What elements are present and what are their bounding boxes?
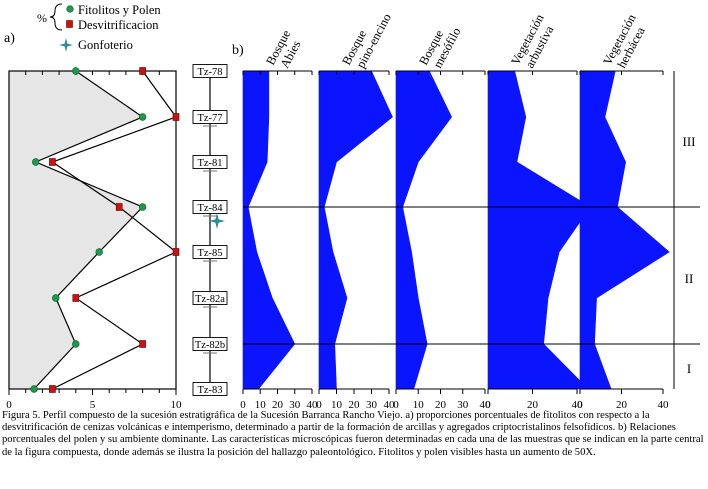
area-tick-label: 40 xyxy=(480,399,492,411)
legend-marker-desvitrificacion xyxy=(66,20,73,28)
fitolitos-area xyxy=(9,71,143,389)
fitolitos-point xyxy=(138,203,147,211)
area-tick-label: 10 xyxy=(255,399,267,411)
area-2 xyxy=(318,70,393,390)
sample-box xyxy=(192,64,228,78)
desvitrificacion-point xyxy=(172,113,180,121)
legend-marker-gonfoterio xyxy=(59,38,73,52)
area-tick-label: 0 xyxy=(577,399,583,411)
desvitrificacion-point xyxy=(139,340,146,348)
desvitrificacion-line xyxy=(51,70,178,390)
area-tick-label: 40 xyxy=(572,399,584,411)
fitolitos-point xyxy=(72,67,80,75)
area-tick-label: 20 xyxy=(272,399,284,411)
sample-label: Tz-81 xyxy=(197,158,222,169)
area-1 xyxy=(242,70,296,390)
zone-label: I xyxy=(687,361,691,376)
sample-label: Tz-77 xyxy=(197,113,222,124)
legend-brace xyxy=(49,3,63,31)
fitolitos-point xyxy=(52,294,60,302)
area-tick-label: 40 xyxy=(384,399,396,411)
sample-box xyxy=(192,110,228,124)
desvitrificacion-point xyxy=(139,67,146,75)
desvitrificacion-point xyxy=(49,385,56,393)
area-tick-label: 30 xyxy=(289,399,301,411)
fitolitos-point xyxy=(30,385,38,393)
fitolitos-point xyxy=(95,248,103,256)
fitolitos-point xyxy=(72,340,80,348)
desvitrificacion-point xyxy=(72,294,80,302)
sample-box xyxy=(192,291,228,305)
sample-label: Tz-85 xyxy=(197,248,222,259)
panel-a-label: a) xyxy=(4,31,15,46)
area-tick-label: 20 xyxy=(349,399,361,411)
area-tick-label: 0 xyxy=(240,399,246,411)
desvitrificacion-point xyxy=(49,158,56,166)
area-5 xyxy=(579,70,670,390)
sample-label: Tz-82a xyxy=(195,294,225,305)
area-tick-label: 0 xyxy=(393,399,399,411)
area-3 xyxy=(395,70,452,390)
sample-label: Tz-78 xyxy=(197,67,222,78)
sample-label: Tz-83 xyxy=(197,385,222,396)
fitolitos-point xyxy=(32,158,40,166)
panel-a-tick-label: 5 xyxy=(90,399,96,411)
sample-box xyxy=(192,155,228,169)
sample-label: Tz-84 xyxy=(197,203,223,214)
area-tick-label: 40 xyxy=(658,399,670,411)
area-4 xyxy=(487,70,591,390)
zone-label: II xyxy=(685,271,694,286)
fitolitos-point xyxy=(138,113,147,121)
sample-box xyxy=(192,245,228,259)
panel-b-label: b) xyxy=(232,43,244,58)
area-tick-label: 10 xyxy=(413,399,425,411)
area-tick-label: 40 xyxy=(307,399,319,411)
panel-a-tick-label: 0 xyxy=(6,399,12,411)
sample-label: Tz-82b xyxy=(195,340,225,351)
area-tick-label: 0 xyxy=(485,399,491,411)
legend-percent-symbol: % xyxy=(37,11,47,25)
sample-box xyxy=(192,382,228,396)
area-tick-label: 20 xyxy=(527,399,539,411)
gonfoterio-find-marker xyxy=(209,213,225,229)
desvitrificacion-point xyxy=(172,248,180,256)
panel-a-tick-label: 10 xyxy=(171,399,183,411)
area-tick-label: 10 xyxy=(331,399,343,411)
legend-label-gonfoterio: Gonfoterio xyxy=(78,38,133,52)
sample-box xyxy=(192,337,228,351)
area-tick-label: 20 xyxy=(435,399,447,411)
area-tick-label: 30 xyxy=(366,399,378,411)
area-tick-label: 20 xyxy=(616,399,628,411)
desvitrificacion-point xyxy=(115,203,123,211)
zone-label: III xyxy=(683,134,696,149)
area-tick-label: 30 xyxy=(457,399,469,411)
legend-label-desvitrificacion: Desvitrificacion xyxy=(78,18,159,32)
area-tick-label: 0 xyxy=(316,399,322,411)
figure-caption: Figura 5. Perfil compuesto de la sucesió… xyxy=(2,410,704,458)
legend-label-fitolitos: Fitolitos y Polen xyxy=(78,3,161,17)
fitolitos-line xyxy=(33,70,144,390)
legend-marker-fitolitos xyxy=(66,5,74,13)
sample-box xyxy=(192,200,228,214)
